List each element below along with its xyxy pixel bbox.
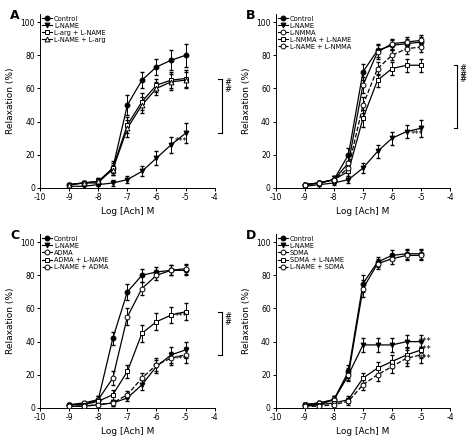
Text: D: D <box>246 229 256 242</box>
X-axis label: Log [Ach] M: Log [Ach] M <box>336 427 390 436</box>
Text: C: C <box>10 229 19 242</box>
Text: B: B <box>246 9 255 22</box>
Text: #: # <box>224 318 231 327</box>
Text: ***: *** <box>175 356 188 364</box>
Text: ***: *** <box>418 345 431 354</box>
Text: ***: *** <box>410 130 423 139</box>
Text: ***: *** <box>175 137 188 146</box>
Y-axis label: Relaxation (%): Relaxation (%) <box>242 288 251 354</box>
Y-axis label: Relaxation (%): Relaxation (%) <box>6 288 15 354</box>
Y-axis label: Relaxation (%): Relaxation (%) <box>242 68 251 134</box>
X-axis label: Log [Ach] M: Log [Ach] M <box>336 207 390 216</box>
Text: A: A <box>10 9 20 22</box>
Text: ***: *** <box>418 354 431 363</box>
X-axis label: Log [Ach] M: Log [Ach] M <box>100 427 154 436</box>
Text: #: # <box>224 78 231 88</box>
Text: #: # <box>460 75 467 84</box>
Legend: Control, L-NAME, L-arg + L-NAME, L-NAME + L-arg: Control, L-NAME, L-arg + L-NAME, L-NAME … <box>41 15 106 44</box>
Text: #: # <box>224 312 231 321</box>
Text: #: # <box>460 70 467 78</box>
Text: #: # <box>224 85 231 94</box>
Text: #: # <box>460 64 467 73</box>
Text: ***: *** <box>418 337 431 346</box>
Legend: Control, L-NAME, ADMA, ADMA + L-NAME, L-NAME + ADMA: Control, L-NAME, ADMA, ADMA + L-NAME, L-… <box>41 235 109 271</box>
Y-axis label: Relaxation (%): Relaxation (%) <box>6 68 15 134</box>
X-axis label: Log [Ach] M: Log [Ach] M <box>100 207 154 216</box>
Legend: Control, L-NAME, SDMA, SDMA + L-NAME, L-NAME + SDMA: Control, L-NAME, SDMA, SDMA + L-NAME, L-… <box>277 235 344 271</box>
Text: ***: *** <box>175 312 188 321</box>
Legend: Control, L-NAME, L-NMMA, L-NMMA + L-NAME, L-NAME + L-NMMA: Control, L-NAME, L-NMMA, L-NMMA + L-NAME… <box>277 15 352 51</box>
